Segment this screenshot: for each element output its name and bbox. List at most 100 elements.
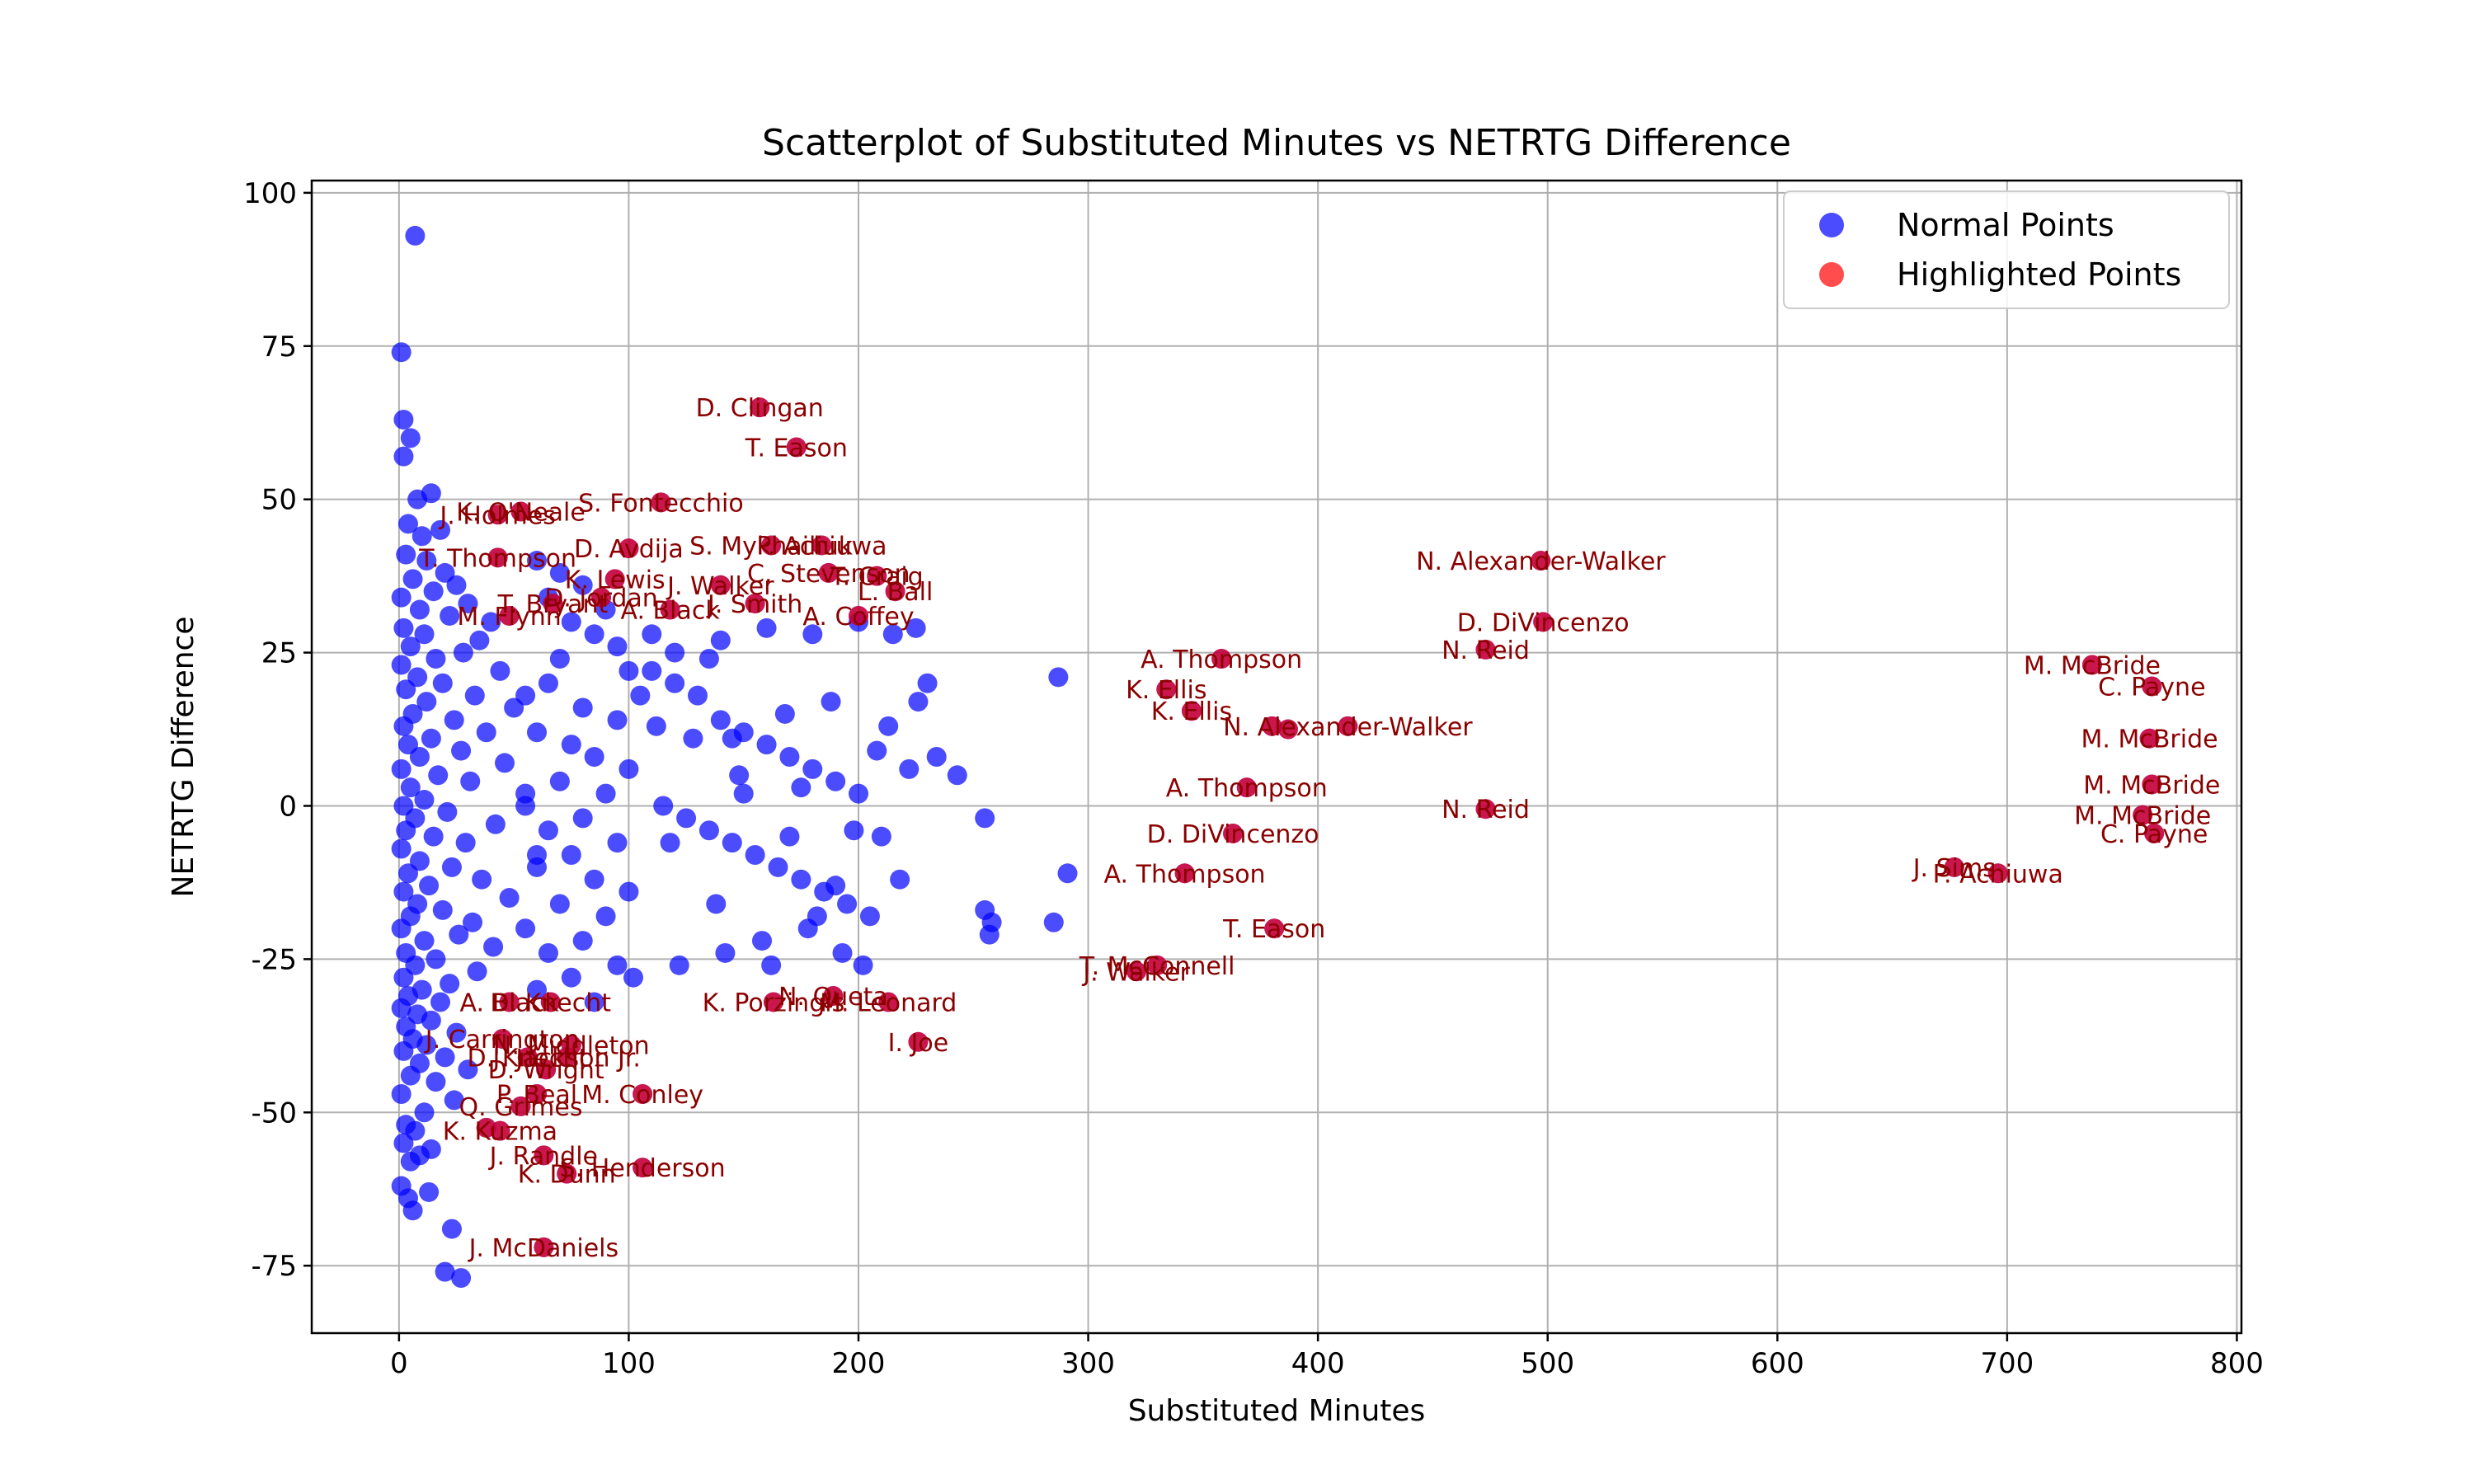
highlighted-point [1156,679,1177,700]
point-annotation: M. McBride [2074,802,2211,831]
point-annotation: C. Payne [2100,820,2208,849]
normal-point [899,758,920,779]
normal-point [495,753,515,773]
highlighted-point [517,1047,538,1068]
highlighted-point [885,581,905,602]
point-annotation: C. Stevenson [747,560,910,589]
highlighted-point [540,992,561,1012]
normal-point [752,931,772,951]
normal-point [607,710,628,730]
normal-point [698,649,719,669]
normal-point [398,863,418,884]
normal-point [440,605,460,626]
normal-point [926,747,947,767]
point-annotation: D. Wright [488,1056,604,1085]
normal-point [549,771,570,791]
highlighted-point [878,992,899,1012]
normal-point [761,955,782,975]
normal-point [453,642,473,663]
point-annotation: N. Alexander-Walker [1223,713,1473,742]
normal-point [437,801,458,822]
normal-point [688,685,708,706]
normal-point [706,894,727,914]
point-annotation: K. Dunn [518,1161,616,1190]
normal-point [527,857,547,877]
point-annotation: T. Thompson [418,544,576,573]
highlighted-point [761,535,782,556]
normal-point [391,918,412,939]
normal-point [393,410,414,430]
normal-point [400,428,421,448]
normal-point [440,974,460,994]
point-annotation: J. Randle [488,1142,598,1171]
point-annotation: S. Mykhailiuk [689,532,854,561]
point-annotation: J. Holmes [438,501,555,530]
normal-point [653,796,674,816]
normal-point [446,575,467,595]
chart-title: Scatterplot of Substituted Minutes vs NE… [762,122,1791,164]
normal-point [460,771,481,791]
normal-point [432,673,453,693]
normal-point [396,820,416,841]
normal-point [572,808,593,829]
point-annotation: S. Fontecchio [578,489,744,518]
normal-point [878,716,899,736]
highlighted-point [557,1163,577,1184]
x-tick-label: 0 [390,1347,408,1380]
normal-point [449,924,469,945]
normal-point [779,826,800,847]
highlighted-point [499,605,520,626]
normal-point [396,544,416,565]
highlighted-point [867,566,887,586]
point-annotation: K. Ellis [1126,676,1206,705]
highlighted-point [536,1059,557,1080]
normal-point [409,747,430,767]
x-tick-label: 200 [832,1347,886,1380]
normal-point [430,992,450,1012]
normal-point [414,624,435,645]
point-annotation: N. Reid [1442,636,1530,665]
y-tick-label: 0 [279,790,297,823]
normal-point [416,692,437,712]
point-annotation: A. Thompson [1104,860,1266,889]
normal-point [391,758,412,779]
highlighted-point [750,397,770,418]
point-annotation: C. Payne [2098,673,2205,702]
point-annotation: J. Smith [706,590,802,619]
highlighted-point [1181,701,1202,721]
normal-point [423,826,444,847]
legend-marker-normal [1819,213,1844,237]
normal-point [572,697,593,718]
highlighted-point [1944,857,1964,877]
normal-point [464,685,485,706]
normal-point [444,1090,464,1111]
y-tick-label: -50 [251,1097,297,1129]
normal-point [623,967,643,988]
point-annotation: D. Clingan [696,394,824,423]
normal-point [446,1022,467,1043]
normal-point [905,618,926,638]
highlighted-point [818,562,839,583]
x-tick-label: 800 [2210,1347,2264,1380]
point-annotation: D. Knecht [490,989,611,1017]
y-tick-label: 50 [261,484,297,517]
highlighted-point [510,1096,531,1116]
axis-ticks: 0 100 200 300 400 500 600 700 800 -75 -50 -25 0 25 50 7… [243,177,2264,1380]
normal-point [715,942,736,963]
normal-point [455,833,476,853]
normal-point [441,1219,462,1239]
normal-point [393,618,414,638]
normal-point [756,735,777,755]
x-tick-label: 100 [602,1347,656,1380]
normal-point [391,998,412,1018]
point-annotation: K. Kuzma [443,1118,557,1147]
normal-point [849,783,868,804]
normal-point [398,514,418,534]
point-annotation: P. Beal [496,1081,577,1110]
point-annotation: K. Lewis [565,566,666,594]
point-annotation: M. McBride [2024,651,2161,680]
normal-point [549,649,570,669]
normal-point [975,808,995,829]
highlighted-point [1475,799,1496,819]
